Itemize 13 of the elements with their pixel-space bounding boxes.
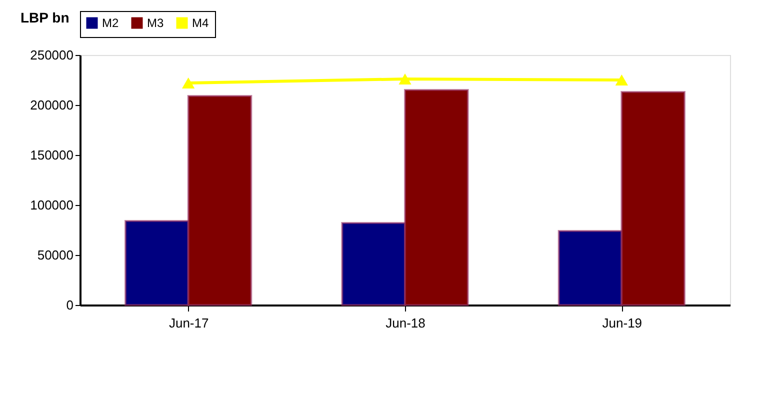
x-tick-label: Jun-18 — [386, 316, 426, 330]
y-tick-label: 250000 — [30, 48, 74, 62]
x-tick-label: Jun-19 — [602, 316, 642, 330]
y-tick-label: 0 — [66, 298, 74, 312]
y-tick-label: 150000 — [30, 148, 74, 162]
y-tick-label: 50000 — [37, 248, 74, 262]
legend-label: M3 — [147, 16, 164, 30]
legend-label: M4 — [192, 16, 209, 30]
y-axis-title: LBP bn — [20, 10, 70, 26]
y-tick-label: 100000 — [30, 198, 74, 212]
legend-label: M2 — [102, 16, 119, 30]
x-tick-label: Jun-17 — [168, 316, 209, 330]
y-tick-label: 200000 — [30, 98, 74, 112]
